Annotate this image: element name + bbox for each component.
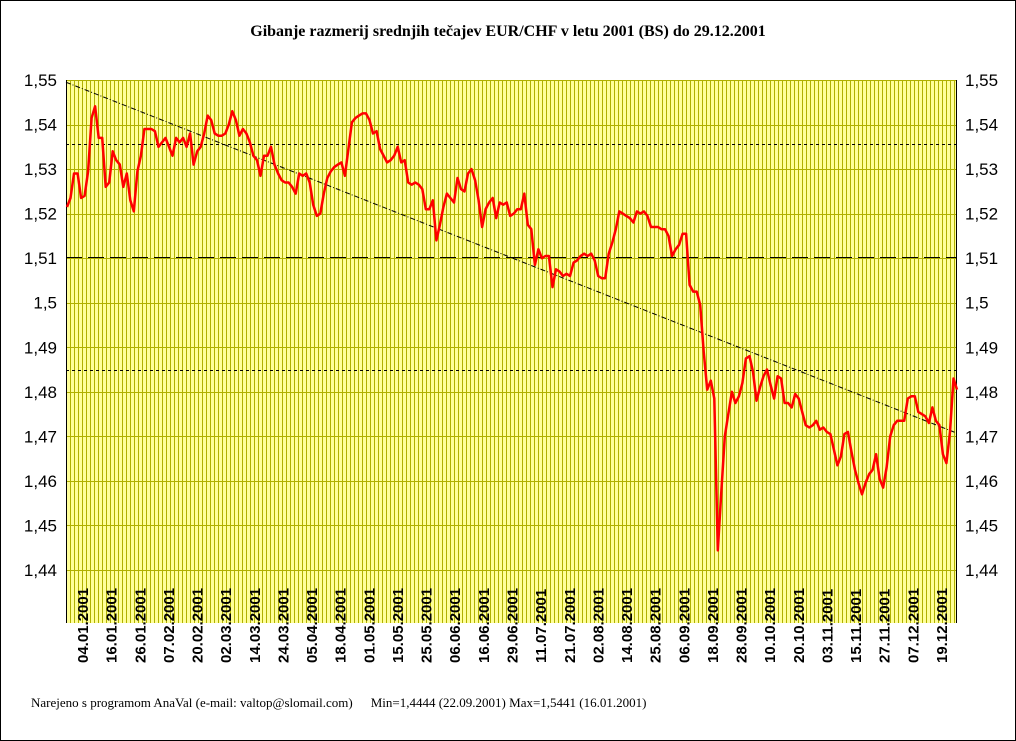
x-tick-label: 27.11.2001	[877, 589, 894, 663]
x-tick-label: 06.06.2001	[447, 588, 464, 663]
y-tick-label-right: 1,5	[965, 294, 989, 313]
y-tick-label-left: 1,46	[24, 472, 57, 491]
x-tick-label: 19.12.2001	[934, 588, 951, 663]
y-tick-label-left: 1,53	[24, 160, 57, 179]
x-tick-label: 05.04.2001	[304, 588, 321, 663]
y-tick-label-right: 1,47	[965, 427, 998, 446]
x-tick-label: 14.08.2001	[619, 588, 636, 663]
y-tick-label-right: 1,49	[965, 338, 998, 357]
series-line	[65, 105, 959, 552]
footer: Narejeno s programom AnaVal (e-mail: val…	[31, 695, 664, 711]
x-tick-label: 02.08.2001	[590, 588, 607, 663]
x-tick-label: 02.03.2001	[218, 588, 235, 663]
x-tick-label: 06.09.2001	[676, 588, 693, 663]
x-tick-label: 20.02.2001	[190, 588, 207, 663]
x-tick-label: 15.05.2001	[390, 588, 407, 663]
y-tick-label-left: 1,5	[33, 294, 57, 313]
x-tick-label: 16.01.2001	[104, 588, 121, 663]
y-tick-label-left: 1,45	[24, 516, 57, 535]
x-tick-label: 07.02.2001	[161, 588, 178, 663]
chart-title: Gibanje razmerij srednjih tečajev EUR/CH…	[250, 23, 766, 40]
footer-minmax: Min=1,4444 (22.09.2001) Max=1,5441 (16.0…	[370, 695, 647, 710]
y-tick-label-left: 1,52	[24, 205, 57, 224]
x-tick-label: 07.12.2001	[905, 588, 922, 663]
y-tick-label-right: 1,54	[965, 116, 998, 135]
x-tick-label: 03.11.2001	[819, 589, 836, 663]
x-tick-label: 29.06.2001	[505, 588, 522, 663]
x-tick-label: 21.07.2001	[562, 588, 579, 663]
x-tick-label: 14.03.2001	[247, 588, 264, 663]
y-tick-label-right: 1,51	[965, 249, 998, 268]
x-tick-label: 04.01.2001	[75, 588, 92, 663]
x-tick-label: 25.08.2001	[648, 588, 665, 663]
x-tick-label: 26.01.2001	[132, 588, 149, 663]
y-tick-label-left: 1,49	[24, 338, 57, 357]
y-tick-label-left: 1,51	[24, 249, 57, 268]
y-tick-label-right: 1,44	[965, 561, 998, 580]
y-tick-label-left: 1,54	[24, 116, 57, 135]
y-tick-label-left: 1,44	[24, 561, 57, 580]
y-tick-label-left: 1,48	[24, 383, 57, 402]
y-tick-label-right: 1,48	[965, 383, 998, 402]
x-tick-label: 25.05.2001	[419, 588, 436, 663]
y-tick-label-right: 1,52	[965, 205, 998, 224]
y-tick-label-left: 1,55	[24, 71, 57, 90]
y-tick-label-left: 1,47	[24, 427, 57, 446]
y-tick-label-right: 1,45	[965, 516, 998, 535]
trend-line	[65, 81, 957, 434]
x-tick-label: 15.11.2001	[848, 589, 865, 663]
y-tick-label-right: 1,53	[965, 160, 998, 179]
x-tick-label: 18.09.2001	[705, 588, 722, 663]
x-tick-label: 18.04.2001	[333, 588, 350, 663]
x-tick-label: 01.05.2001	[361, 588, 378, 663]
x-tick-label: 16.06.2001	[476, 588, 493, 663]
footer-credit: Narejeno s programom AnaVal (e-mail: val…	[31, 695, 353, 710]
x-tick-label: 28.09.2001	[734, 588, 751, 663]
x-tick-label: 20.10.2001	[791, 588, 808, 663]
vertical-gridlines	[70, 80, 955, 623]
x-tick-label: 24.03.2001	[275, 588, 292, 663]
x-tick-label: 11.07.2001	[533, 589, 550, 663]
x-tick-label: 10.10.2001	[762, 588, 779, 663]
y-tick-label-right: 1,55	[965, 71, 998, 90]
y-tick-label-right: 1,46	[965, 472, 998, 491]
